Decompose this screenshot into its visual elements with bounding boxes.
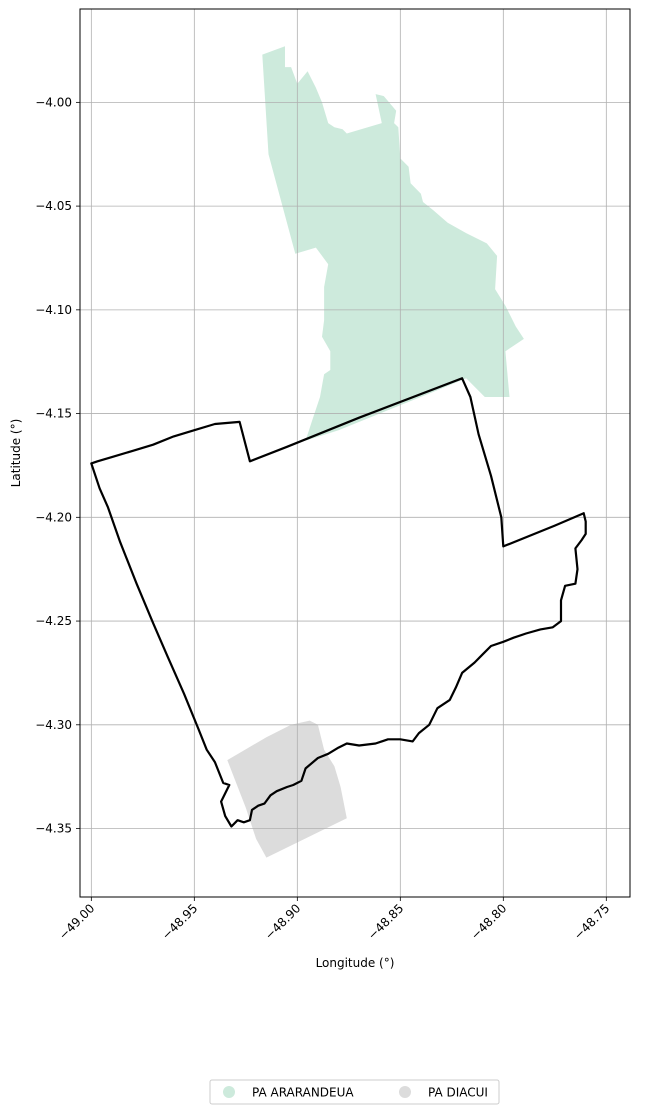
map-layers	[227, 46, 524, 858]
boundary-layer	[90, 377, 587, 828]
grid-lines	[80, 9, 630, 897]
legend: PA ARARANDEUA PA DIACUI	[209, 1079, 500, 1105]
x-axis-label: Longitude (°)	[316, 956, 395, 970]
y-tick-label: −4.15	[35, 407, 72, 421]
legend-swatch-diacui	[399, 1086, 411, 1098]
y-tick-label: −4.10	[35, 303, 72, 317]
y-tick-label: −4.00	[35, 95, 72, 109]
legend-box	[209, 1079, 500, 1105]
y-axis-label: Latitude (°)	[9, 419, 23, 488]
legend-label-diacui: PA DIACUI	[428, 1086, 488, 1100]
plot-area	[79, 8, 631, 898]
y-tick-label: −4.30	[35, 718, 72, 732]
study-area-boundary	[90, 377, 587, 828]
y-axis-ticks: −4.00 −4.05 −4.10 −4.15 −4.20 −4.25 −4.30 −4.35	[35, 95, 80, 836]
polygon-diacui	[227, 720, 347, 858]
polygon-ararandeua	[262, 46, 524, 441]
plot-frame	[79, 8, 631, 898]
y-tick-label: −4.20	[35, 510, 72, 524]
y-tick-label: −4.05	[35, 199, 72, 213]
legend-swatch-ararandeua	[223, 1086, 235, 1098]
y-tick-label: −4.35	[35, 822, 72, 836]
y-tick-label: −4.25	[35, 614, 72, 628]
legend-label-ararandeua: PA ARARANDEUA	[252, 1086, 354, 1100]
